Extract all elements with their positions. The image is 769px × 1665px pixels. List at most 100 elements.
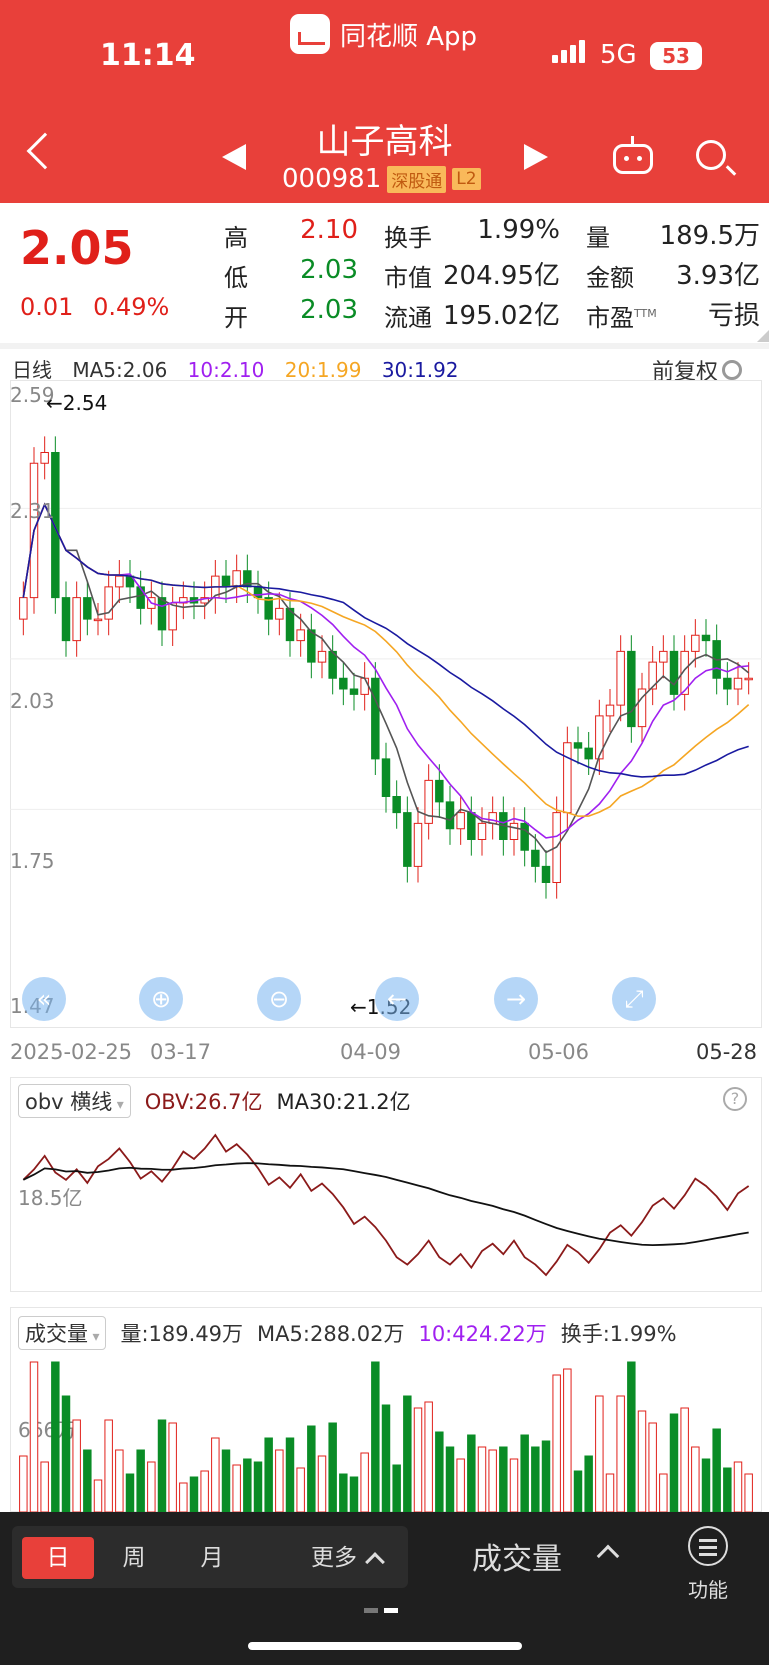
expand-corner-icon[interactable] (757, 330, 769, 342)
obv-chart: 18.5亿 (18, 1133, 750, 1277)
candle-body (40, 452, 49, 464)
candle-body (627, 650, 636, 728)
volume-bar (381, 1404, 391, 1512)
volume-bar (584, 1455, 593, 1512)
volume-bar (125, 1473, 135, 1512)
candle-body (648, 661, 657, 690)
obv-selector[interactable]: obv 横线 (18, 1084, 131, 1118)
volume-bar (499, 1446, 508, 1512)
next-stock-button[interactable] (524, 144, 548, 170)
scroll-left-button[interactable]: ← (375, 977, 419, 1021)
search-icon[interactable] (696, 140, 726, 170)
volume-bar (531, 1446, 540, 1512)
volume-bar (488, 1449, 497, 1512)
volume-bar (648, 1422, 657, 1512)
app-name: 同花顺 App (340, 21, 478, 52)
y-label-1: 2.31 (10, 499, 55, 523)
volume-bar (723, 1467, 732, 1512)
volume-bar (445, 1446, 455, 1512)
volume-bar (296, 1467, 305, 1512)
volume-bar (616, 1395, 625, 1512)
volume-bar (669, 1413, 679, 1512)
volume-bar (627, 1361, 636, 1512)
high-value: 2.10 (300, 215, 358, 245)
open-value: 2.03 (300, 295, 358, 325)
volume-bar (232, 1464, 241, 1512)
volume-bar (467, 1434, 476, 1512)
volume-bar (563, 1368, 572, 1512)
ma5-label: MA5:2.06 (72, 358, 168, 382)
fullscreen-button[interactable]: ⤢ (612, 977, 656, 1021)
volume-bar (435, 1431, 444, 1512)
volume-bar (424, 1401, 433, 1512)
candle-body (605, 704, 615, 717)
candle-body (307, 629, 316, 663)
volume-bar (712, 1428, 721, 1512)
volume-chart: 666万 (18, 1361, 753, 1512)
zoom-in-button[interactable]: ⊕ (139, 977, 183, 1021)
function-label: 功能 (688, 1578, 728, 1602)
volume-bar (605, 1473, 615, 1512)
candle-body (467, 812, 476, 840)
candle-body (456, 812, 465, 830)
candle-body (531, 849, 540, 867)
candlestick-chart[interactable]: 2.59 2.31 2.03 1.75 1.47 ←2.54 ←1.52 (10, 380, 762, 1028)
volume-bar (243, 1458, 252, 1512)
prev-page-button[interactable]: « (22, 977, 66, 1021)
candle-body (200, 597, 209, 604)
price-change: 0.01 0.49% (20, 293, 181, 321)
arrow-left-icon: ← (386, 985, 408, 1013)
candle-body (51, 452, 60, 599)
candle-body (104, 586, 113, 620)
app-indicator[interactable]: 同花顺 App (290, 14, 477, 54)
candle-body (360, 677, 369, 695)
candle-body (403, 812, 412, 867)
candle-body (541, 865, 551, 883)
tab-month[interactable]: 月 (200, 1545, 224, 1571)
volume-header: 成交量 量:189.49万 MA5:288.02万 10:424.22万 换手:… (18, 1316, 677, 1350)
indicator-selector[interactable]: 成交量 (472, 1542, 562, 1577)
previous-stock-button[interactable] (222, 144, 246, 170)
candle-body (691, 634, 700, 652)
pe-label: 市盈TTM (586, 304, 657, 332)
obv-value: OBV:26.7亿 (144, 1090, 263, 1114)
status-time: 11:14 (100, 38, 196, 73)
help-icon[interactable]: ? (723, 1087, 747, 1111)
date-label-2: 04-09 (340, 1040, 402, 1064)
obv-panel (10, 1077, 762, 1292)
volume-bar (691, 1446, 700, 1512)
candle-body (72, 597, 81, 642)
arrow-right-icon: → (505, 985, 527, 1013)
candle-body (93, 618, 103, 622)
open-label: 开 (224, 304, 248, 332)
function-menu-icon[interactable] (688, 1526, 728, 1566)
zoom-out-button[interactable]: ⊖ (257, 977, 301, 1021)
ma30-label: 30:1.92 (381, 358, 459, 382)
tab-day[interactable]: 日 (22, 1537, 94, 1579)
double-left-icon: « (36, 985, 52, 1013)
obv-ma30-line (22, 1162, 749, 1247)
tab-more[interactable]: 更多 (311, 1545, 357, 1571)
candle-body (744, 677, 753, 681)
connect-tag: 深股通 (387, 165, 447, 193)
tab-week[interactable]: 周 (122, 1545, 146, 1571)
y-label-3: 1.75 (10, 849, 55, 873)
chevron-up-icon[interactable] (596, 1544, 620, 1568)
candle-body (445, 801, 455, 830)
volume-bar (307, 1425, 316, 1512)
candle-body (83, 597, 92, 620)
ma30-line (22, 502, 749, 778)
volume-bar (680, 1407, 689, 1512)
float-value: 195.02亿 (443, 301, 560, 331)
low-value: 2.03 (300, 255, 358, 285)
gear-icon[interactable] (722, 360, 743, 380)
volume-value: 189.5万 (659, 221, 760, 251)
date-label-4: 05-28 (696, 1040, 758, 1064)
candle-body (477, 822, 487, 840)
volume-bar (349, 1476, 359, 1512)
candle-body (136, 586, 145, 609)
scroll-right-button[interactable]: → (494, 977, 538, 1021)
stock-code: 000981 (282, 164, 382, 194)
volume-selector[interactable]: 成交量 (18, 1316, 107, 1350)
robot-assistant-icon[interactable] (613, 136, 653, 174)
